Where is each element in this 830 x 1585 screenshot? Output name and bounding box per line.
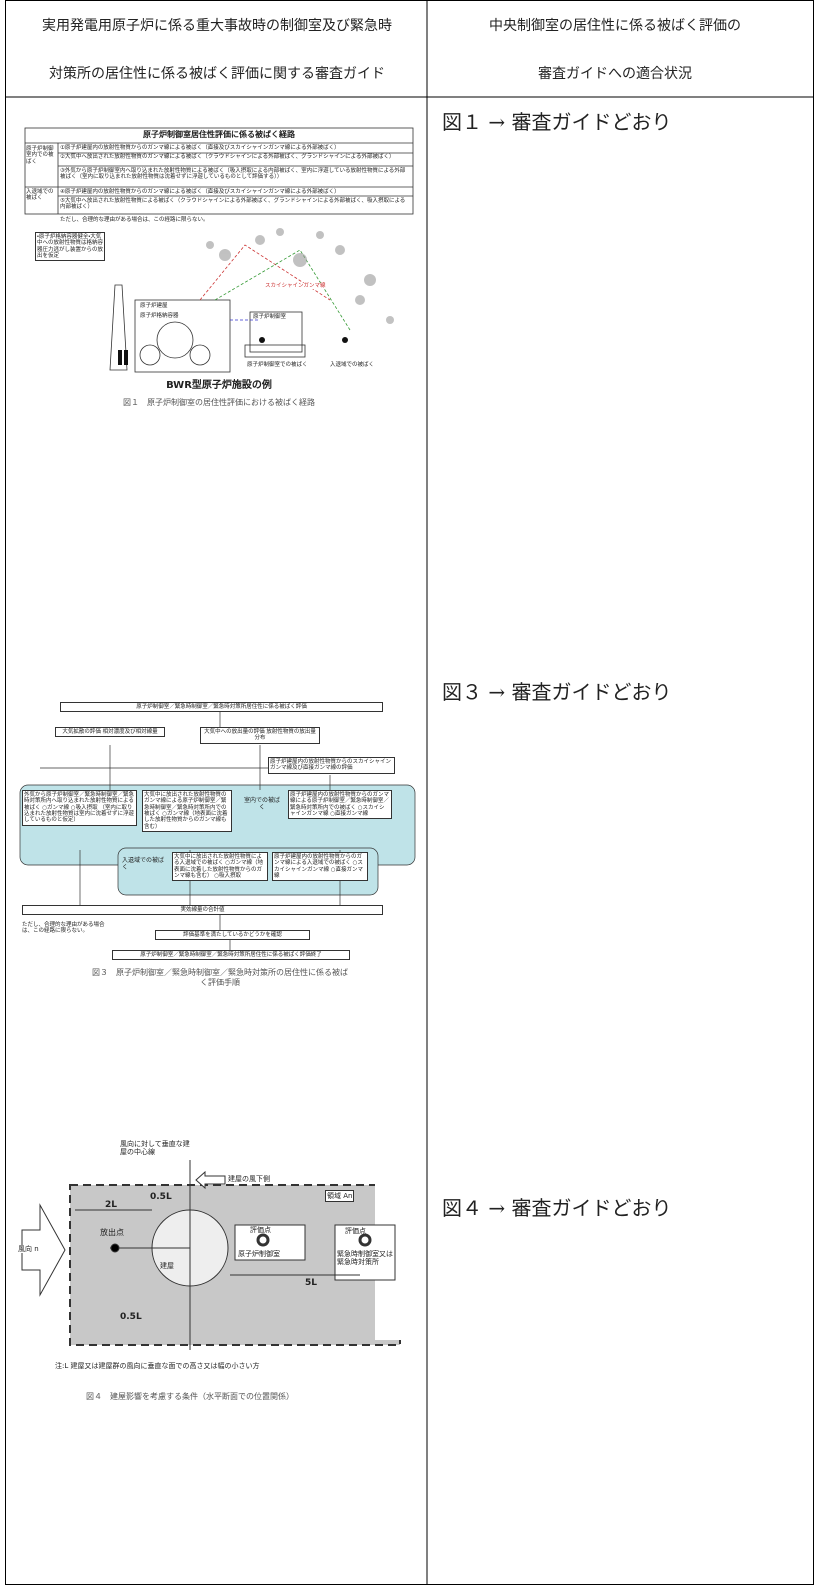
note: 注:L 建屋又は建屋群の風向に垂直な面での高さ又は幅の小さい方 — [55, 1362, 260, 1370]
header-left-1: 実用発電用原子炉に係る重大事故時の制御室及び緊急時 — [42, 18, 392, 34]
label: 評価点 — [345, 1227, 366, 1235]
box: 実効線量の合計値 — [22, 905, 383, 916]
status: 図４ → 審査ガイドどおり — [442, 1196, 672, 1220]
box: 大気中に放出された放射性物質のガンマ線による原子炉制御室／緊急時制御室／緊急時対… — [142, 790, 232, 832]
path-item: ①原子炉建屋内の放射性物質からのガンマ線による被ばく（直接及びスカイシャインガン… — [60, 145, 340, 151]
label: 5L — [305, 1278, 317, 1288]
box: 評価基準を満たしているかどうかを確認 — [155, 930, 310, 941]
header-left-2: 対策所の居住性に係る被ばく評価に関する審査ガイド — [49, 66, 385, 82]
box: 大気拡散の評価 相対濃度及び相対線量 — [55, 727, 165, 738]
group-label: 原子炉制御室内での被ばく — [26, 146, 54, 165]
note: ただし、合理的な理由がある場合は、この経路に限らない。 — [60, 217, 209, 223]
box: 大気中への放出量の評価 放射性物質の放出量分布 — [200, 727, 320, 744]
note: ただし、合理的な理由がある場合は、この経路に限らない。 — [22, 922, 105, 935]
fig-title: 原子炉制御室居住性評価に係る被ばく経路 — [143, 130, 295, 139]
path-item: ②大気中へ放出された放射性物質のガンマ線による被ばく（クラウドシャインによる外部… — [60, 154, 395, 160]
caption: 図４ 建屋影響を考慮する条件（水平断面での位置関係） — [86, 1392, 294, 1401]
label: 原子炉制御室での被ばく — [247, 362, 308, 368]
label: 風向に対して垂直な建屋の中心線 — [120, 1140, 190, 1157]
label: 領域 An — [325, 1190, 355, 1203]
caption: 図１ 原子炉制御室の居住性評価における被ばく経路 — [123, 398, 315, 407]
box: 原子炉建屋内の放射性物質からのガンマ線による原子炉制御室／緊急時制御室／緊急時対… — [288, 790, 392, 820]
box: 外気から原子炉制御室／緊急時制御室／緊急時対策所内へ取り込まれた放射性物質による… — [22, 790, 137, 826]
label: 評価点 — [250, 1226, 271, 1234]
label: スカイシャインガンマ線 — [265, 283, 326, 290]
label: 室内での被ばく — [243, 797, 280, 811]
box: 大気中に放出された放射性物質による入退域での被ばく ○ガンマ線（地表面に沈着した… — [172, 852, 268, 882]
box: 原子炉制御室／緊急時制御室／緊急時対策所居住性に係る被ばく評価終了 — [112, 950, 350, 961]
path-item: ③外気から原子炉制御室内へ取り込まれた放射性物質による被ばく（吸入摂取による内部… — [60, 168, 406, 181]
label: 入退域での被ばく — [330, 362, 375, 368]
box: 原子炉建屋内の放射性物質からのガンマ線による入退域での被ばく ○スカイシャインガ… — [272, 852, 368, 882]
label: 原子炉制御室 — [238, 1250, 280, 1258]
label: 原子炉制御室 — [253, 314, 287, 320]
group-label: 入退域での被ばく — [26, 189, 54, 202]
label: 放出点 — [100, 1228, 124, 1237]
caption: 図３ 原子炉制御室／緊急時制御室／緊急時対策所の居住性に係る被ばく評価手順 — [92, 968, 348, 987]
path-item: ⑤大気中へ放出された放射性物質による被ばく（クラウドシャインによる外部被ばく、グ… — [60, 198, 406, 211]
status: 図１ → 審査ガイドどおり — [442, 110, 672, 134]
header-right-1: 中央制御室の居住性に係る被ばく評価の — [489, 18, 741, 34]
label: 原子炉建屋 — [140, 303, 168, 309]
label: 緊急時制御室又は緊急時対策所 — [337, 1250, 393, 1267]
path-item: ④原子炉建屋内の放射性物質からのガンマ線による被ばく（直接及びスカイシャインガン… — [60, 189, 340, 195]
subtitle: BWR型原子炉施設の例 — [166, 380, 272, 391]
header-right-2: 審査ガイドへの適合状況 — [538, 66, 692, 82]
label: 建屋の風下側 — [228, 1175, 270, 1183]
label: 2L — [105, 1200, 117, 1210]
label: 0.5L — [150, 1192, 172, 1202]
assumption: ・原子炉格納容器健全・大気中への放射性物質は格納容器圧力逃がし装置からの放出を仮… — [35, 232, 105, 262]
label: 原子炉格納容器 — [140, 313, 179, 319]
label: 風向 n — [18, 1245, 39, 1254]
label: 建屋 — [160, 1262, 174, 1270]
box: 原子炉建屋内の放射性物質からのスカイシャインガンマ線及び直接ガンマ線の評価 — [268, 757, 395, 774]
label: 0.5L — [120, 1312, 142, 1322]
status: 図３ → 審査ガイドどおり — [442, 680, 672, 704]
label: 入退域での被ばく — [122, 857, 165, 871]
box: 原子炉制御室／緊急時制御室／緊急時対策所居住性に係る被ばく評価 — [60, 702, 383, 713]
